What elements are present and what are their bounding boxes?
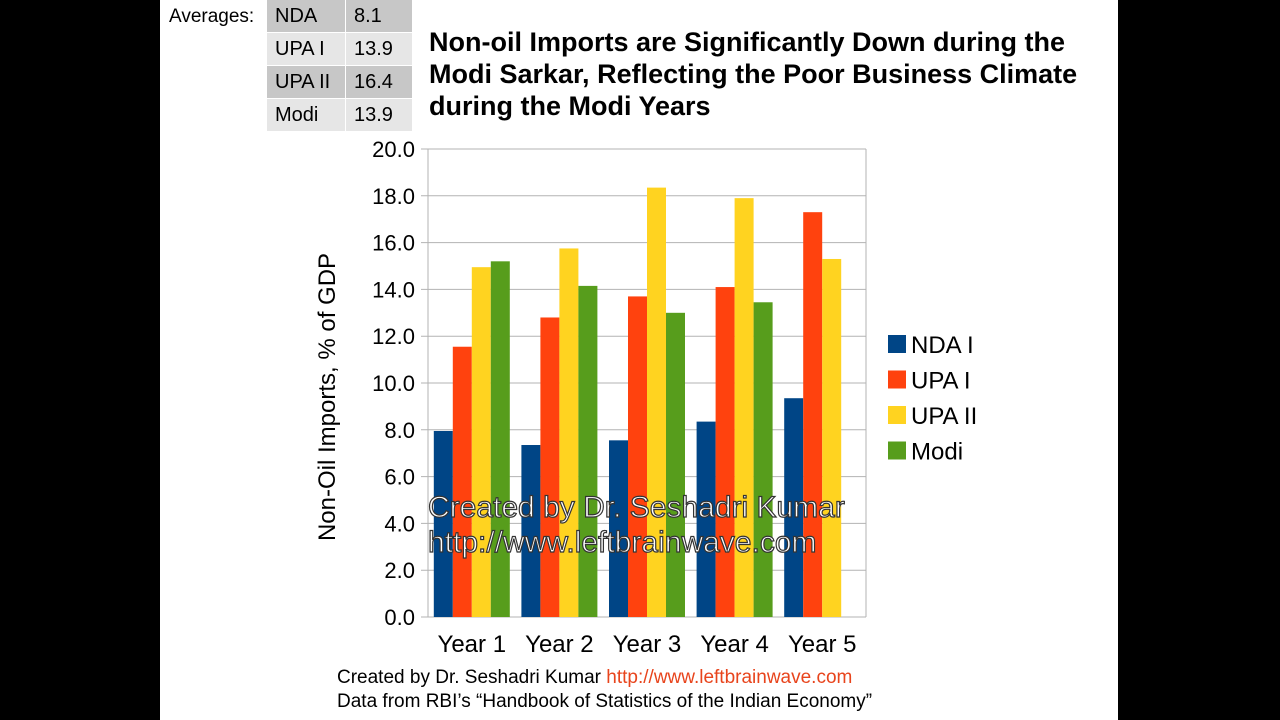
y-tick-label: 18.0 [372, 184, 415, 209]
y-tick-label: 20.0 [372, 137, 415, 162]
y-axis-label: Non-Oil Imports, % of GDP [314, 253, 341, 541]
averages-name: Modi [267, 98, 346, 132]
bar-nda-i [696, 421, 716, 617]
bar-upa-i [540, 317, 560, 617]
averages-table: NDA 8.1 UPA I 13.9 UPA II 16.4 Modi 13.9 [267, 0, 412, 132]
bar-upa-ii [734, 198, 754, 617]
averages-name: UPA I [267, 32, 346, 66]
legend-swatch [888, 335, 906, 353]
bar-upa-i [628, 296, 647, 617]
legend-swatch [888, 370, 906, 389]
footer-source: Data from RBI’s “Handbook of Statistics … [337, 691, 873, 712]
bar-upa-ii [647, 187, 666, 618]
watermark-line1: Created by Dr. Seshadri Kumar [428, 491, 845, 524]
bar-nda-i [784, 398, 804, 617]
averages-row: NDA 8.1 [267, 0, 412, 33]
x-tick-label: Year 5 [788, 631, 857, 658]
averages-value: 8.1 [345, 0, 412, 33]
bar-upa-i [452, 346, 472, 617]
averages-value: 13.9 [345, 98, 412, 132]
slide: Averages: NDA 8.1 UPA I 13.9 UPA II 16.4… [160, 0, 1118, 720]
x-axis-ticks: Year 1 Year 2 Year 3 Year 4 Year 5 [438, 631, 857, 658]
averages-value: 13.9 [345, 32, 412, 66]
chart-title: Non-oil Imports are Significantly Down d… [429, 27, 1078, 121]
legend: NDA I UPA I UPA II Modi [888, 332, 977, 466]
averages-label: Averages: [169, 6, 255, 27]
bar-chart: 0.02.04.06.08.010.012.014.016.018.020.0 … [314, 137, 977, 658]
legend-label: UPA II [911, 403, 977, 430]
y-tick-label: 12.0 [372, 324, 415, 349]
y-tick-label: 0.0 [384, 605, 415, 630]
footer-link[interactable]: http://www.leftbrainwave.com [606, 667, 853, 688]
legend-label: UPA I [911, 368, 971, 395]
bar-upa-ii [559, 248, 579, 617]
y-tick-label: 14.0 [372, 277, 415, 302]
y-tick-label: 16.0 [372, 231, 415, 256]
x-tick-label: Year 1 [438, 631, 507, 658]
x-tick-label: Year 4 [700, 631, 769, 658]
legend-label: NDA I [911, 332, 974, 359]
averages-name: UPA II [267, 65, 346, 99]
bar-nda-i [521, 445, 541, 617]
averages-row: Modi 13.9 [267, 98, 412, 132]
y-tick-label: 4.0 [384, 511, 415, 536]
averages-name: NDA [267, 0, 346, 33]
y-tick-label: 2.0 [384, 558, 415, 583]
bar-upa-i [715, 287, 735, 617]
bars [433, 187, 842, 618]
y-tick-label: 10.0 [372, 371, 415, 396]
bar-nda-i [433, 430, 453, 617]
bar-modi [578, 285, 598, 617]
footer-credit-text: Created by Dr. Seshadri Kumar [337, 667, 607, 688]
averages-row: UPA I 13.9 [267, 32, 412, 66]
averages-row: UPA II 16.4 [267, 65, 412, 99]
legend-swatch [888, 406, 906, 424]
bar-modi [666, 312, 685, 617]
y-tick-label: 8.0 [384, 418, 415, 443]
footer: Created by Dr. Seshadri Kumar http://www… [337, 666, 872, 714]
watermark-line2: http://www.leftbrainwave.com [428, 526, 817, 559]
footer-credit: Created by Dr. Seshadri Kumar http://www… [337, 666, 872, 690]
bar-upa-i [803, 212, 823, 617]
y-tick-label: 6.0 [384, 465, 415, 490]
x-tick-label: Year 2 [525, 631, 594, 658]
bar-upa-ii [471, 267, 491, 617]
y-axis-ticks: 0.0 2.0 4.0 6.0 8.0 10.0 12.0 14.0 16.0 18.0 20.0 [372, 137, 415, 630]
averages-value: 16.4 [345, 65, 412, 99]
legend-swatch [888, 441, 906, 460]
bar-modi [490, 261, 510, 617]
legend-label: Modi [911, 439, 963, 466]
bar-modi [753, 302, 773, 617]
x-tick-label: Year 3 [613, 631, 682, 658]
bar-nda-i [609, 440, 628, 617]
bar-upa-ii [822, 258, 842, 617]
